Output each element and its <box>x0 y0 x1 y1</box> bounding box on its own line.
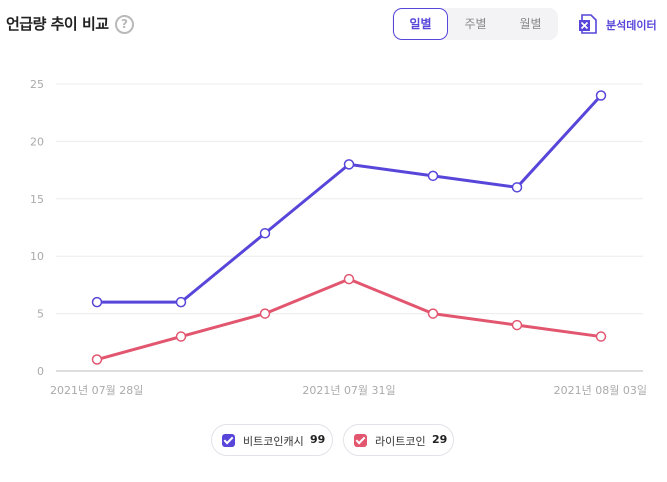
data-point-2 <box>343 273 355 285</box>
y-tick-label: 25 <box>30 78 44 91</box>
checkbox-checked-icon[interactable] <box>354 434 367 447</box>
x-axis-ticks: 2021년 07월 28일 2021년 07월 31일 2021년 08월 03일 <box>50 383 647 397</box>
y-tick-label: 10 <box>30 250 44 263</box>
series-lines <box>95 93 603 362</box>
data-point-2 <box>91 354 103 365</box>
chart-title: 언급량 추이 비교 <box>6 15 109 33</box>
y-tick-label: 5 <box>37 308 44 321</box>
legend-label: 비트코인캐시 <box>243 435 304 448</box>
legend-count: 99 <box>310 433 326 446</box>
excel-icon <box>579 14 597 34</box>
series-line-2 <box>95 277 603 362</box>
checkbox-checked-icon[interactable] <box>222 434 235 447</box>
y-tick-label: 0 <box>37 365 44 378</box>
series-points <box>91 90 607 365</box>
legend-label: 라이트코인 <box>375 435 426 448</box>
x-tick-label: 2021년 07월 28일 <box>50 383 143 397</box>
period-tabs: 일별 주별 월별 <box>392 8 558 40</box>
data-point-2 <box>595 331 607 342</box>
chart-header: 언급량 추이 비교 ? 일별 주별 월별 분석데이터 <box>0 0 667 50</box>
data-point-1 <box>511 182 523 193</box>
y-axis-ticks: 0 5 10 15 20 25 <box>30 78 44 378</box>
x-tick-label: 2021년 07월 31일 <box>302 383 395 397</box>
data-point-1 <box>175 296 187 308</box>
question-circle-icon[interactable]: ? <box>115 15 134 34</box>
data-point-2 <box>427 308 439 319</box>
tab-weekly[interactable]: 주별 <box>464 17 487 31</box>
data-point-1 <box>343 159 355 170</box>
data-point-1 <box>259 227 271 239</box>
tab-monthly[interactable]: 월별 <box>519 17 542 31</box>
y-tick-label: 15 <box>30 193 44 206</box>
tab-daily[interactable]: 일별 <box>393 8 448 40</box>
data-point-1 <box>91 296 103 308</box>
data-point-2 <box>175 331 187 342</box>
grid-lines <box>56 83 643 372</box>
data-point-2 <box>259 308 271 319</box>
data-point-1 <box>427 170 439 182</box>
x-tick-label: 2021년 08월 03일 <box>554 383 647 397</box>
legend-count: 29 <box>432 433 448 446</box>
data-point-1 <box>595 90 607 101</box>
legend-item-series-1[interactable]: 비트코인캐시 99 <box>211 424 333 456</box>
export-label: 분석데이터 <box>606 19 657 32</box>
data-point-2 <box>511 319 523 331</box>
y-tick-label: 20 <box>30 135 44 148</box>
legend-item-series-2[interactable]: 라이트코인 29 <box>343 424 454 456</box>
